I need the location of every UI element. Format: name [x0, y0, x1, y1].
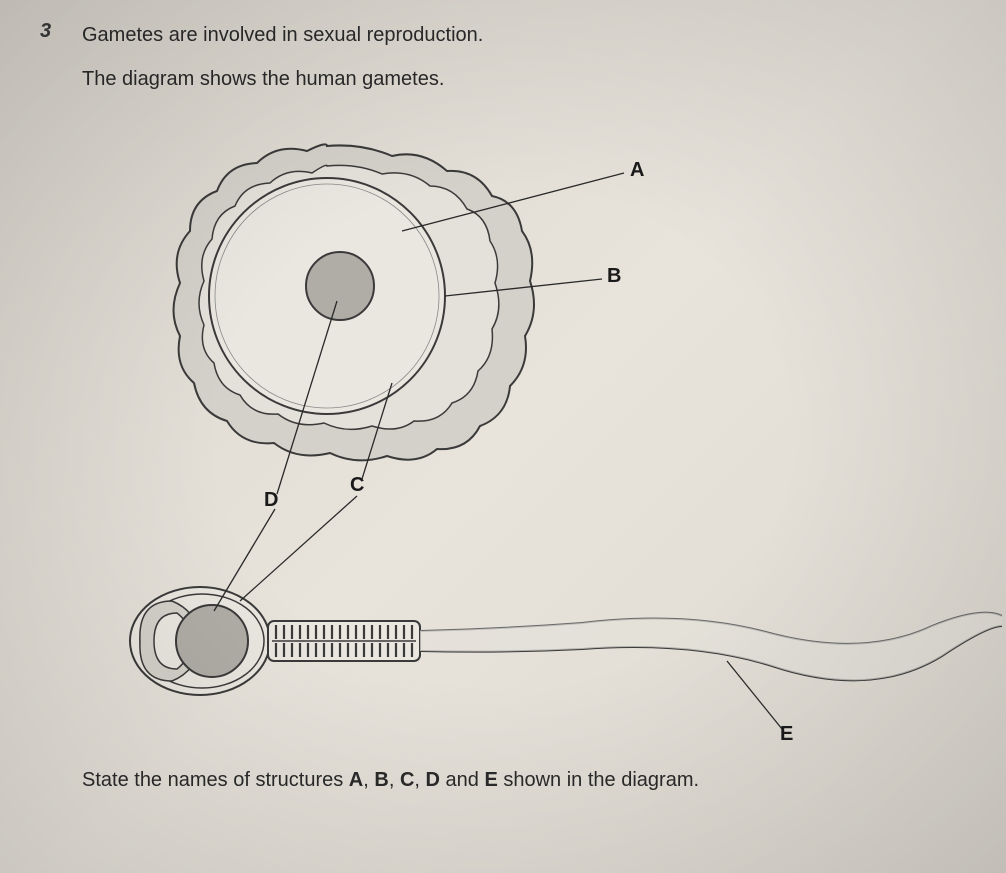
- label-B: B: [607, 265, 621, 288]
- gametes-diagram: A B C D E: [82, 101, 1002, 761]
- label-C: C: [350, 474, 364, 497]
- question-intro: Gametes are involved in sexual reproduct…: [82, 20, 483, 50]
- label-E: E: [780, 723, 793, 746]
- label-A: A: [630, 159, 644, 182]
- label-D: D: [264, 489, 278, 512]
- leader-line-D-down: [214, 509, 275, 611]
- question-number: 3: [40, 20, 58, 50]
- leader-line-E: [727, 661, 782, 729]
- question-subtext: The diagram shows the human gametes.: [82, 68, 956, 91]
- sperm-nucleus: [176, 605, 248, 677]
- egg-nucleus: [306, 252, 374, 320]
- leader-line-C-down: [240, 496, 357, 601]
- question-instruction: State the names of structures A, B, C, D…: [82, 769, 956, 792]
